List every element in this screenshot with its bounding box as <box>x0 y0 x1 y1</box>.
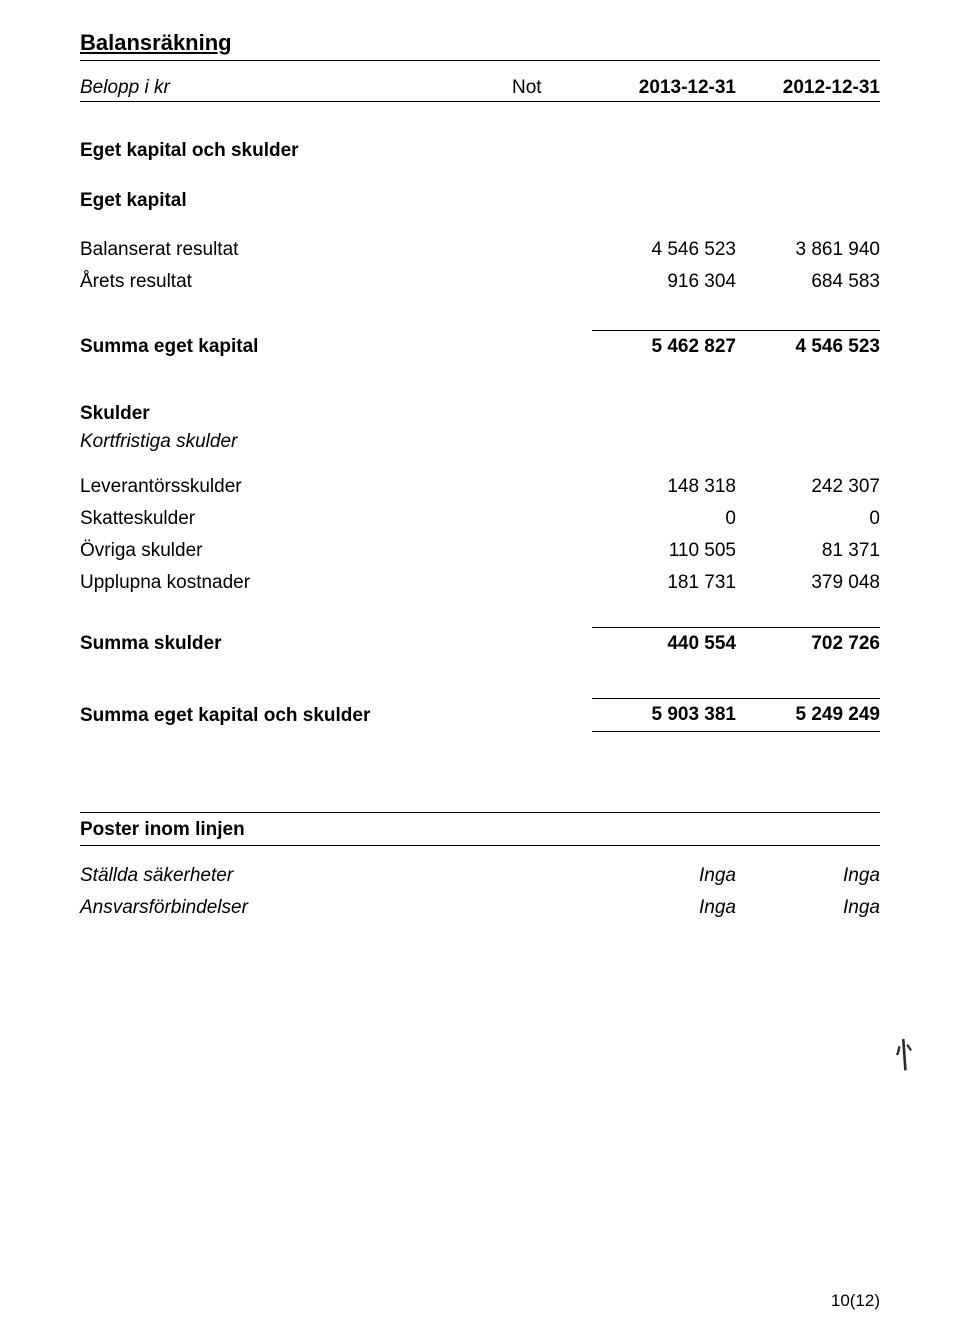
row-value: 916 304 <box>592 266 736 298</box>
table-row: Övriga skulder 110 505 81 371 <box>80 535 880 567</box>
poster-title: Poster inom linjen <box>80 812 880 841</box>
signature-mark-icon: ⺖ <box>892 1027 929 1078</box>
sum-label: Summa eget kapital och skulder <box>80 699 512 732</box>
row-value: Inga <box>736 860 880 892</box>
row-value: 3 861 940 <box>736 234 880 266</box>
row-value: 0 <box>736 503 880 535</box>
row-label: Balanserat resultat <box>80 234 512 266</box>
page-number: 10(12) <box>831 1291 880 1311</box>
title-rule <box>80 60 880 61</box>
column-header-table: Belopp i kr Not 2013-12-31 2012-12-31 <box>80 75 880 102</box>
section-heading-equity: Eget kapital och skulder <box>80 140 880 162</box>
table-row: Ansvarsförbindelser Inga Inga <box>80 892 880 924</box>
table-row: Årets resultat 916 304 684 583 <box>80 266 880 298</box>
row-value: 0 <box>592 503 736 535</box>
row-label: Övriga skulder <box>80 535 512 567</box>
header-col2: 2012-12-31 <box>736 75 880 102</box>
header-not: Not <box>512 75 592 102</box>
page: Balansräkning Belopp i kr Not 2013-12-31… <box>0 0 960 1337</box>
row-label: Upplupna kostnader <box>80 567 512 599</box>
sum-label: Summa skulder <box>80 628 512 661</box>
poster-section: Poster inom linjen Ställda säkerheter In… <box>80 812 880 924</box>
row-value: 4 546 523 <box>592 234 736 266</box>
sum-row: Summa skulder 440 554 702 726 <box>80 628 880 661</box>
table-row: Leverantörsskulder 148 318 242 307 <box>80 471 880 503</box>
row-value: 379 048 <box>736 567 880 599</box>
skulder-table: Leverantörsskulder 148 318 242 307 Skatt… <box>80 471 880 732</box>
equity-table: Balanserat resultat 4 546 523 3 861 940 … <box>80 234 880 363</box>
page-title: Balansräkning <box>80 30 880 56</box>
row-value: Inga <box>592 860 736 892</box>
row-value: Inga <box>736 892 880 924</box>
row-label: Årets resultat <box>80 266 512 298</box>
row-label: Skatteskulder <box>80 503 512 535</box>
row-value: Inga <box>592 892 736 924</box>
poster-table: Ställda säkerheter Inga Inga Ansvarsförb… <box>80 860 880 924</box>
row-label: Ansvarsförbindelser <box>80 892 512 924</box>
header-col1: 2013-12-31 <box>592 75 736 102</box>
row-value: 110 505 <box>592 535 736 567</box>
grand-total-row: Summa eget kapital och skulder 5 903 381… <box>80 699 880 732</box>
sum-value: 440 554 <box>592 628 736 661</box>
row-value: 148 318 <box>592 471 736 503</box>
sum-value: 4 546 523 <box>736 331 880 364</box>
row-value: 684 583 <box>736 266 880 298</box>
sum-value: 5 903 381 <box>592 699 736 732</box>
sum-value: 5 462 827 <box>592 331 736 364</box>
row-label: Leverantörsskulder <box>80 471 512 503</box>
section-heading-skulder: Skulder <box>80 403 880 425</box>
table-row: Skatteskulder 0 0 <box>80 503 880 535</box>
row-label: Ställda säkerheter <box>80 860 512 892</box>
header-belopp: Belopp i kr <box>80 75 512 102</box>
table-row: Ställda säkerheter Inga Inga <box>80 860 880 892</box>
table-row: Balanserat resultat 4 546 523 3 861 940 <box>80 234 880 266</box>
row-value: 242 307 <box>736 471 880 503</box>
sum-value: 5 249 249 <box>736 699 880 732</box>
row-value: 181 731 <box>592 567 736 599</box>
section-sub-equity: Eget kapital <box>80 190 880 212</box>
sum-value: 702 726 <box>736 628 880 661</box>
table-row: Upplupna kostnader 181 731 379 048 <box>80 567 880 599</box>
sum-label: Summa eget kapital <box>80 331 512 364</box>
row-value: 81 371 <box>736 535 880 567</box>
section-sub-skulder: Kortfristiga skulder <box>80 431 880 453</box>
sum-row: Summa eget kapital 5 462 827 4 546 523 <box>80 331 880 364</box>
